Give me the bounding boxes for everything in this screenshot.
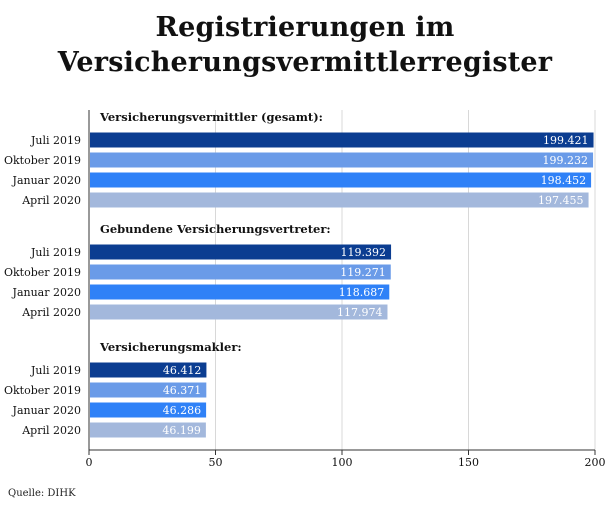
category-label: April 2020 [21, 424, 81, 437]
bar-value-label: 46.286 [163, 404, 202, 417]
category-label: Januar 2020 [12, 286, 81, 299]
chart-title-line-2: Versicherungsvermittlerregister [57, 47, 553, 78]
group-label: Versicherungsmakler: [99, 340, 242, 354]
bar-value-label: 46.371 [163, 384, 202, 397]
bar [90, 304, 388, 320]
bar [90, 422, 206, 438]
group-label: Gebundene Versicherungsvertreter: [100, 222, 331, 236]
bar [90, 382, 207, 398]
x-tick-label: 0 [86, 456, 93, 469]
chart-title-line-1: Registrierungen im [155, 12, 455, 43]
category-label: Juli 2019 [30, 134, 81, 147]
category-label: Juli 2019 [30, 364, 81, 377]
bar [90, 362, 207, 378]
bar-value-label: 46.199 [162, 424, 201, 437]
bar [90, 264, 391, 280]
bar [90, 244, 392, 260]
chart-title: Registrierungen im Versicherungsvermittl… [0, 10, 610, 80]
group-label: Versicherungsvermittler (gesamt): [99, 110, 323, 124]
bar [90, 192, 589, 208]
x-tick-label: 200 [585, 456, 606, 469]
bar-value-label: 119.392 [341, 246, 387, 259]
bar [90, 172, 592, 188]
bar [90, 132, 594, 148]
category-label: Januar 2020 [12, 404, 81, 417]
bar [90, 152, 594, 168]
category-label: Oktober 2019 [4, 154, 81, 167]
bar-value-label: 117.974 [337, 306, 383, 319]
x-tick-label: 100 [332, 456, 353, 469]
category-label: Oktober 2019 [4, 266, 81, 279]
category-label: April 2020 [21, 194, 81, 207]
bar-value-label: 118.687 [339, 286, 385, 299]
bar-value-label: 198.452 [541, 174, 587, 187]
bar-value-label: 46.412 [163, 364, 202, 377]
bar-value-label: 199.421 [543, 134, 589, 147]
category-label: April 2020 [21, 306, 81, 319]
bar [90, 284, 390, 300]
source-note: Quelle: DIHK [8, 488, 76, 499]
x-tick-label: 50 [209, 456, 223, 469]
category-label: Januar 2020 [12, 174, 81, 187]
bar [90, 402, 207, 418]
bar-value-label: 119.271 [340, 266, 386, 279]
category-label: Oktober 2019 [4, 384, 81, 397]
category-label: Juli 2019 [30, 246, 81, 259]
x-tick-label: 150 [458, 456, 479, 469]
bar-value-label: 199.232 [543, 154, 589, 167]
bar-value-label: 197.455 [538, 194, 584, 207]
